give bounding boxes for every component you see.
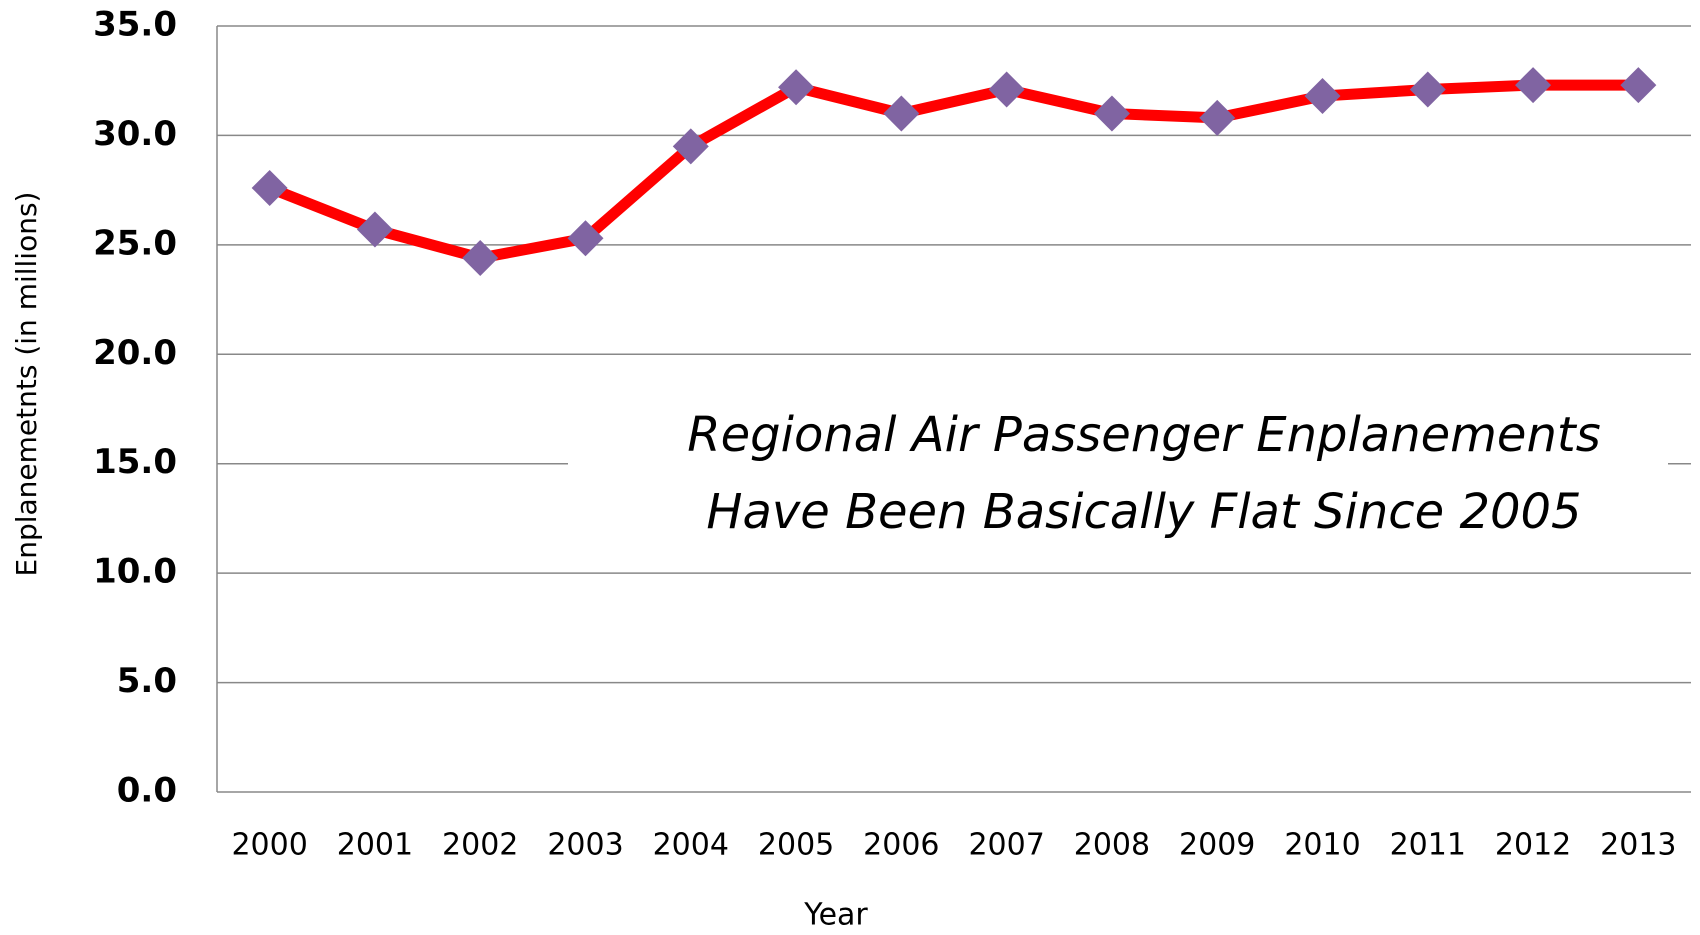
x-tick-label: 2007 bbox=[968, 828, 1044, 863]
x-tick-label: 2005 bbox=[758, 828, 834, 863]
x-tick-label: 2011 bbox=[1390, 828, 1466, 863]
annotation: Regional Air Passenger Enplanements bbox=[687, 407, 1600, 463]
x-tick-label: 2000 bbox=[231, 828, 307, 863]
y-tick-label: 5.0 bbox=[117, 661, 177, 701]
x-tick-label: 2003 bbox=[547, 828, 623, 863]
data-point bbox=[1304, 78, 1341, 115]
data-point bbox=[1409, 71, 1446, 108]
x-tick-label: 2009 bbox=[1179, 828, 1255, 863]
y-tick-label: 35.0 bbox=[93, 5, 177, 45]
data-point bbox=[567, 220, 604, 257]
data-point bbox=[1199, 99, 1236, 136]
y-axis-label: Enplanemetnts (in millions) bbox=[10, 192, 43, 577]
y-tick-label: 0.0 bbox=[117, 771, 177, 811]
grid bbox=[217, 25, 1691, 793]
x-tick-label: 2008 bbox=[1074, 828, 1150, 863]
y-tick-label: 10.0 bbox=[93, 552, 177, 592]
x-tick-label: 2013 bbox=[1600, 828, 1676, 863]
y-tick-label: 15.0 bbox=[93, 442, 177, 482]
data-point bbox=[462, 239, 499, 276]
series-line bbox=[267, 79, 1639, 264]
annotation: Have Been Basically Flat Since 2005 bbox=[706, 484, 1581, 540]
x-tick-label: 2012 bbox=[1495, 828, 1571, 863]
data-point bbox=[1515, 67, 1552, 104]
data-point bbox=[1620, 67, 1657, 104]
annotation-background bbox=[568, 395, 1668, 555]
data-point bbox=[356, 211, 393, 248]
data-point bbox=[251, 169, 288, 206]
y-tick-label: 25.0 bbox=[93, 223, 177, 263]
x-tick-label: 2006 bbox=[863, 828, 939, 863]
data-point bbox=[672, 128, 709, 165]
y-tick-label: 30.0 bbox=[93, 114, 177, 154]
y-tick-label: 20.0 bbox=[93, 333, 177, 373]
x-tick-label: 2010 bbox=[1284, 828, 1360, 863]
data-point bbox=[988, 71, 1025, 108]
data-point bbox=[1093, 95, 1130, 132]
x-tick-label: 2002 bbox=[442, 828, 518, 863]
data-point bbox=[778, 69, 815, 106]
data-point bbox=[883, 95, 920, 132]
x-tick-label: 2004 bbox=[653, 828, 729, 863]
x-tick-label: 2001 bbox=[337, 828, 413, 863]
x-axis-label: Year bbox=[803, 898, 868, 933]
